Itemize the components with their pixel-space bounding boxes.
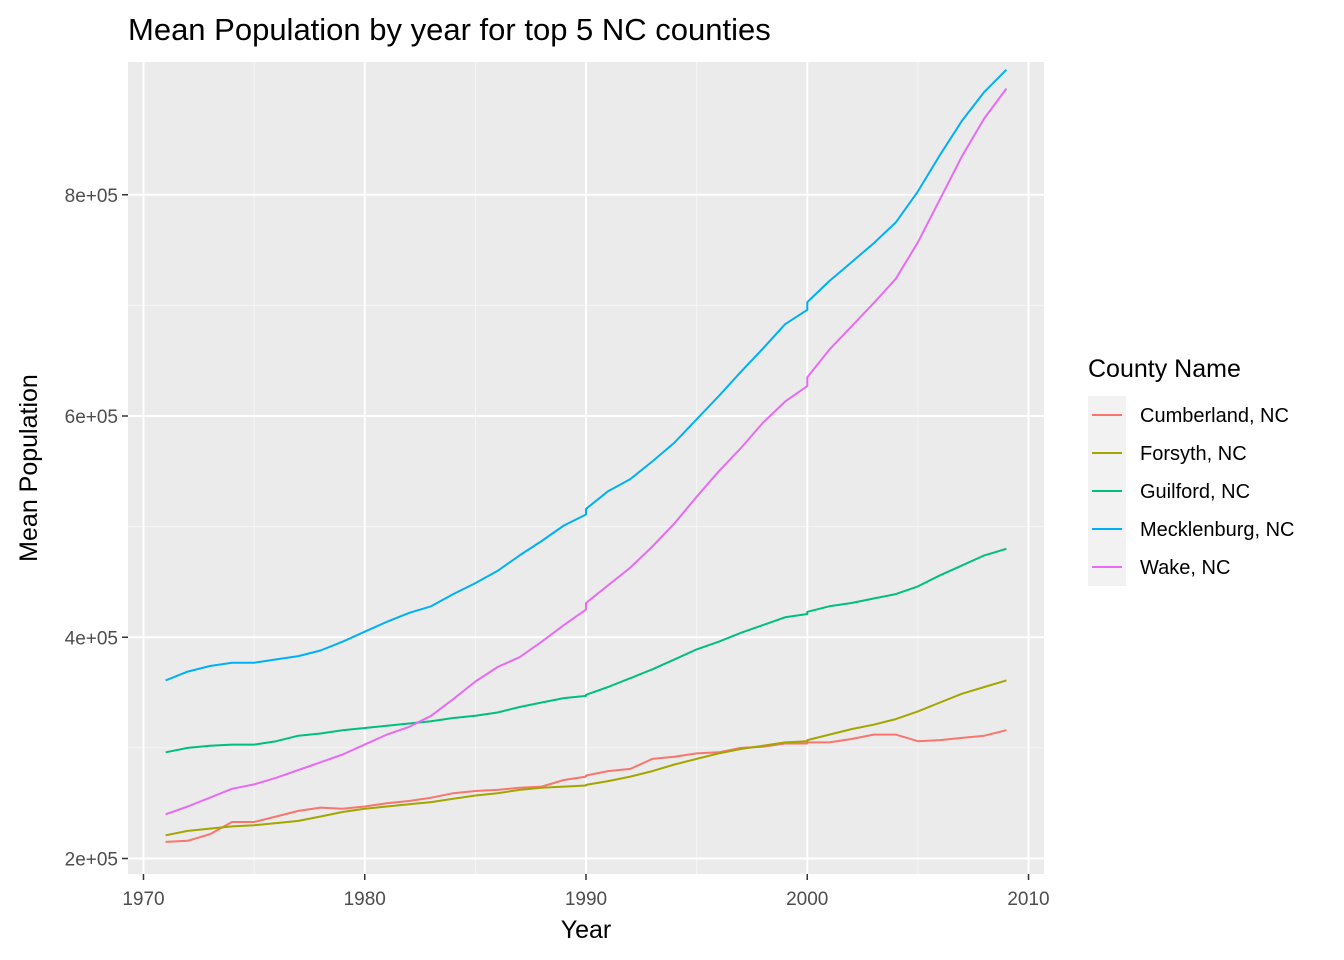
y-tick-label: 8e+05 — [65, 186, 118, 207]
x-tick-label: 2010 — [1007, 889, 1049, 910]
y-tick-label: 4e+05 — [65, 628, 118, 649]
major-gridlines — [128, 62, 1044, 874]
chart-title: Mean Population by year for top 5 NC cou… — [128, 12, 771, 47]
legend: County Name Cumberland, NC Forsyth, NC Gui… — [1088, 355, 1295, 586]
legend-label-guilford-nc: Guilford, NC — [1140, 481, 1250, 503]
y-tick-label: 2e+05 — [65, 850, 118, 871]
legend-label-mecklenburg-nc: Mecklenburg, NC — [1140, 519, 1295, 541]
legend-label-cumberland-nc: Cumberland, NC — [1140, 405, 1289, 427]
legend-label-forsyth-nc: Forsyth, NC — [1140, 443, 1247, 465]
series-lines — [165, 68, 1008, 843]
series-line-forsyth-nc — [165, 679, 1007, 837]
x-tick-label: 1990 — [565, 889, 607, 910]
y-tick-label: 6e+05 — [65, 407, 118, 428]
legend-items: Cumberland, NC Forsyth, NC Guilford, NC Mec… — [1088, 396, 1295, 586]
y-axis-title: Mean Population — [15, 374, 43, 562]
x-tick-label: 1970 — [122, 889, 164, 910]
legend-label-wake-nc: Wake, NC — [1140, 557, 1230, 579]
x-tick-label: 1980 — [344, 889, 386, 910]
y-axis: 2e+05 4e+05 6e+05 8e+05 — [65, 186, 128, 871]
series-line-mecklenburg-nc — [165, 68, 1008, 682]
legend-title: County Name — [1088, 355, 1241, 383]
x-tick-label: 2000 — [786, 889, 828, 910]
x-axis: 1970 1980 1990 2000 2010 — [122, 874, 1050, 910]
series-line-cumberland-nc — [165, 729, 1007, 843]
series-line-guilford-nc — [165, 547, 1007, 754]
x-axis-title: Year — [561, 916, 612, 944]
series-line-wake-nc — [165, 88, 1008, 816]
